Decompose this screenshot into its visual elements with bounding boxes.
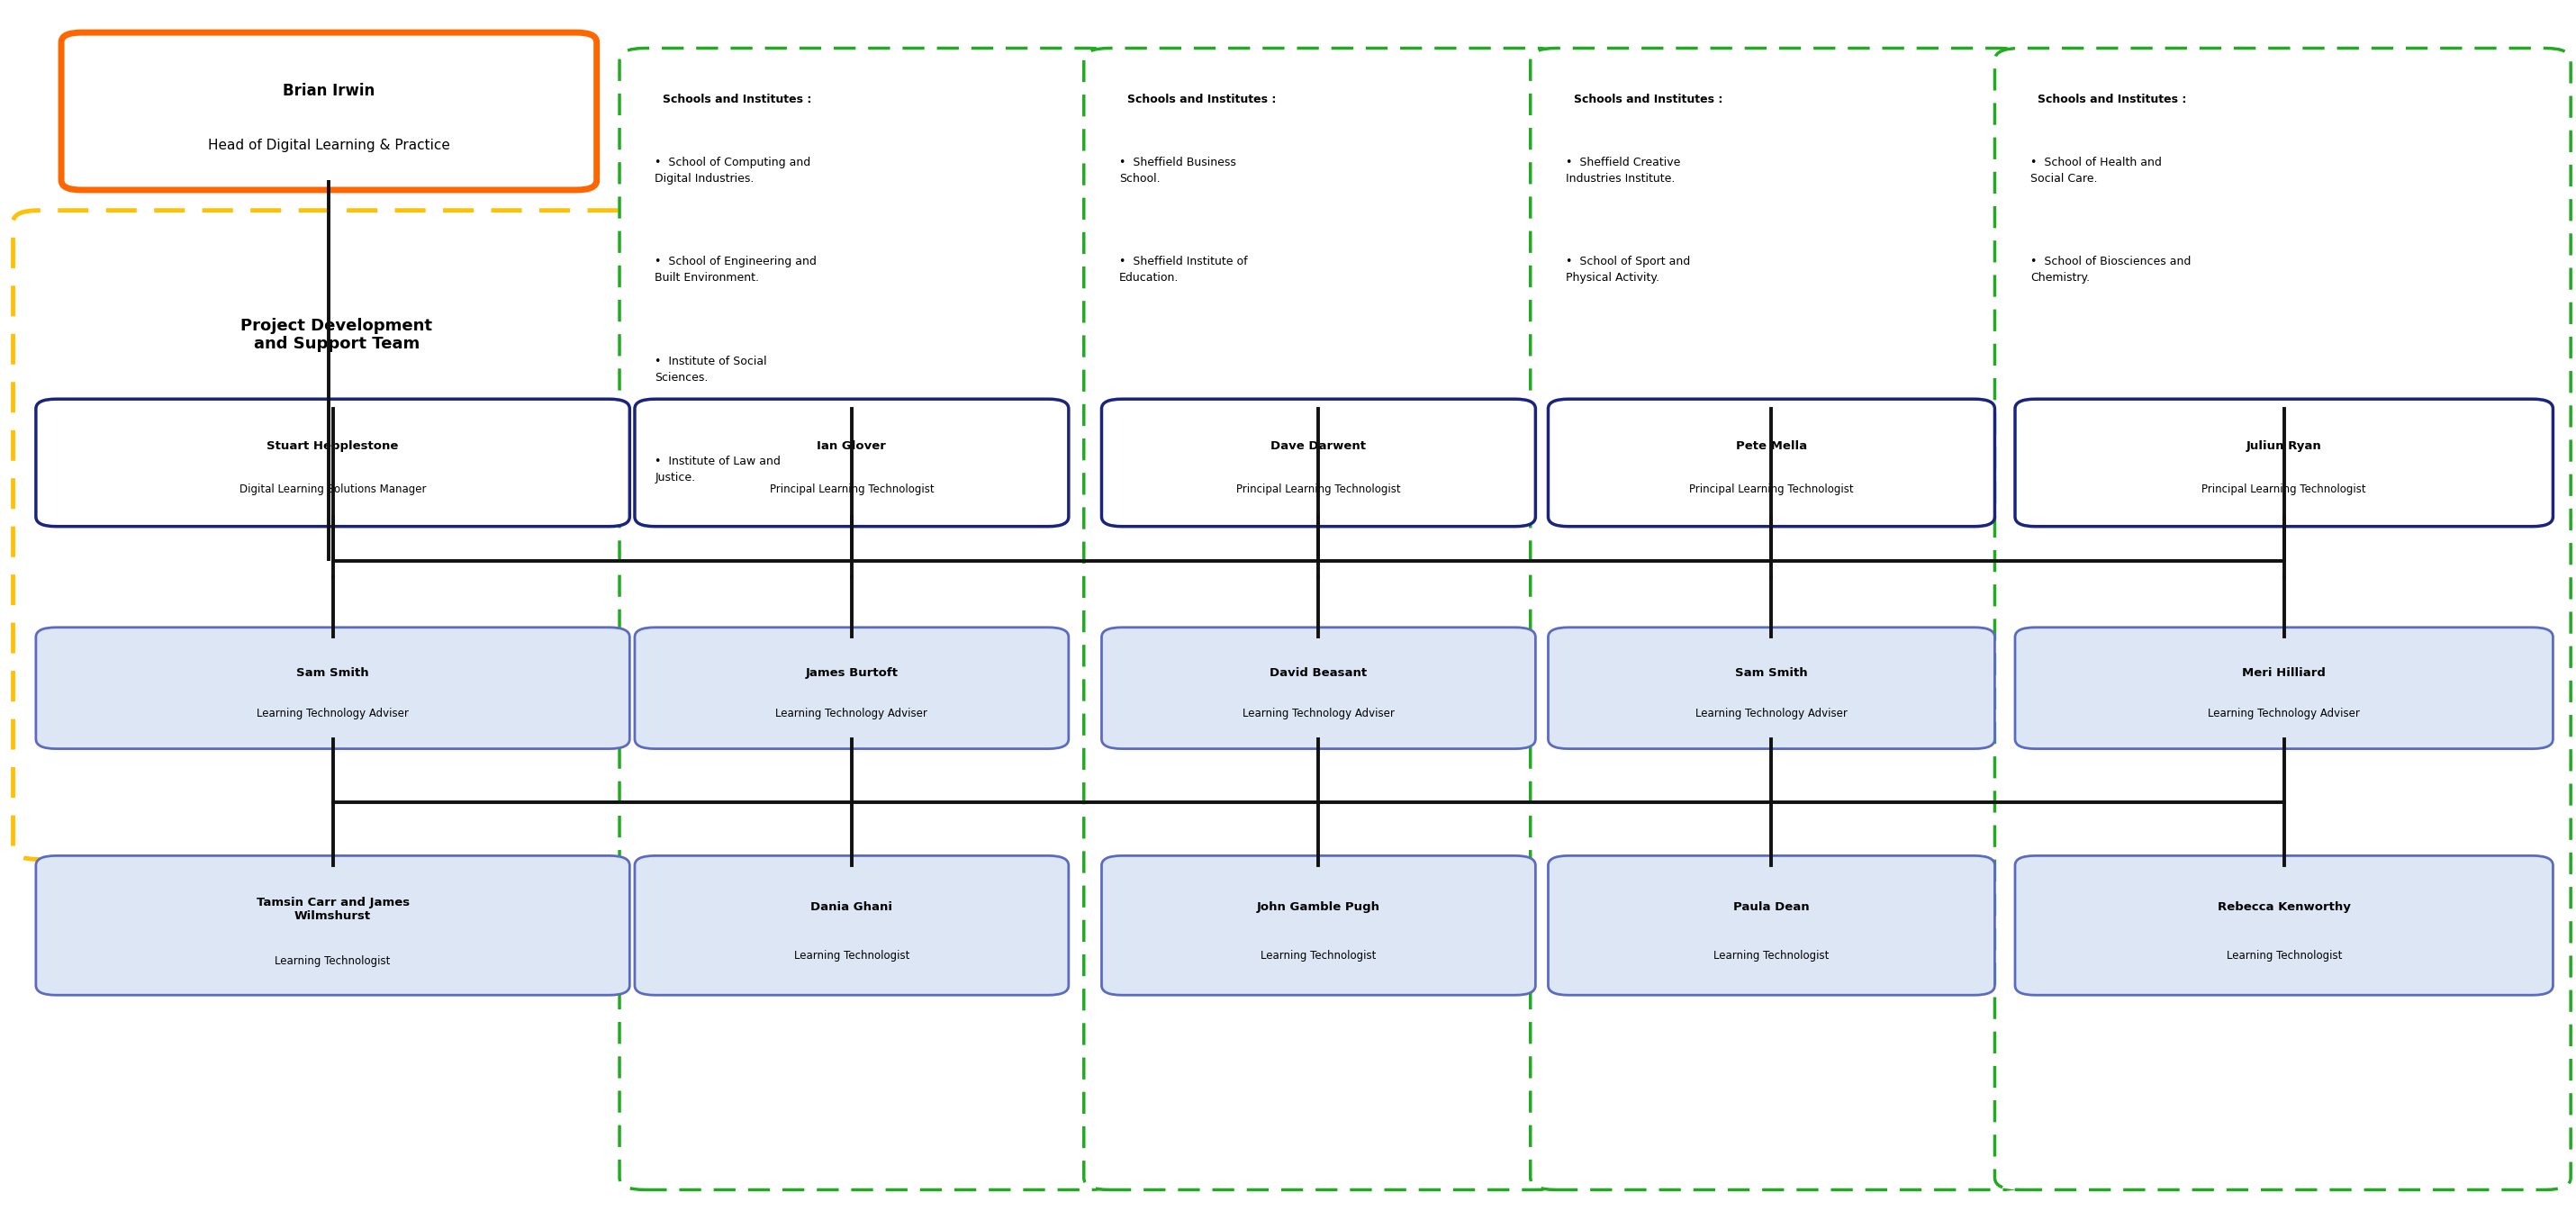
FancyBboxPatch shape <box>1548 627 1994 749</box>
FancyBboxPatch shape <box>13 210 659 859</box>
FancyBboxPatch shape <box>634 627 1069 749</box>
Text: •  Institute of Social
Sciences.: • Institute of Social Sciences. <box>654 356 768 384</box>
Text: Learning Technologist: Learning Technologist <box>1260 949 1376 961</box>
FancyBboxPatch shape <box>1548 399 1994 527</box>
FancyBboxPatch shape <box>36 855 629 996</box>
Text: Paula Dean: Paula Dean <box>1734 902 1808 914</box>
Text: Learning Technology Adviser: Learning Technology Adviser <box>2208 708 2360 720</box>
FancyBboxPatch shape <box>1103 855 1535 996</box>
Text: John Gamble Pugh: John Gamble Pugh <box>1257 902 1381 914</box>
Text: Project Development
and Support Team: Project Development and Support Team <box>240 317 433 353</box>
Text: Stuart Hepplestone: Stuart Hepplestone <box>268 440 399 453</box>
Text: Learning Technologist: Learning Technologist <box>793 949 909 961</box>
FancyBboxPatch shape <box>634 399 1069 527</box>
FancyBboxPatch shape <box>618 48 1115 1190</box>
FancyBboxPatch shape <box>36 627 629 749</box>
FancyBboxPatch shape <box>36 399 629 527</box>
Text: Brian Irwin: Brian Irwin <box>283 83 376 99</box>
Text: Rebecca Kenworthy: Rebecca Kenworthy <box>2218 902 2349 914</box>
Text: •  Institute of Law and
Justice.: • Institute of Law and Justice. <box>654 455 781 483</box>
Text: Tamsin Carr and James
Wilmshurst: Tamsin Carr and James Wilmshurst <box>255 897 410 922</box>
Text: Learning Technology Adviser: Learning Technology Adviser <box>1695 708 1847 720</box>
FancyBboxPatch shape <box>62 33 598 190</box>
Text: Principal Learning Technologist: Principal Learning Technologist <box>2202 484 2367 495</box>
Text: •  Sheffield Business
School.: • Sheffield Business School. <box>1121 156 1236 184</box>
Text: Ian Glover: Ian Glover <box>817 440 886 453</box>
Text: •  School of Health and
Social Care.: • School of Health and Social Care. <box>2030 156 2161 184</box>
FancyBboxPatch shape <box>1548 855 1994 996</box>
FancyBboxPatch shape <box>2014 399 2553 527</box>
Text: James Burtoft: James Burtoft <box>806 667 899 678</box>
Text: •  Sheffield Institute of
Education.: • Sheffield Institute of Education. <box>1121 256 1247 284</box>
FancyBboxPatch shape <box>634 855 1069 996</box>
FancyBboxPatch shape <box>1084 48 1561 1190</box>
Text: Principal Learning Technologist: Principal Learning Technologist <box>770 484 935 495</box>
FancyBboxPatch shape <box>2014 627 2553 749</box>
Text: •  School of Computing and
Digital Industries.: • School of Computing and Digital Indust… <box>654 156 811 184</box>
Text: Learning Technologist: Learning Technologist <box>2226 949 2342 961</box>
Text: David Beasant: David Beasant <box>1270 667 1368 678</box>
Text: Sam Smith: Sam Smith <box>296 667 368 678</box>
Text: Principal Learning Technologist: Principal Learning Technologist <box>1236 484 1401 495</box>
Text: Schools and Institutes :: Schools and Institutes : <box>1574 94 1723 105</box>
Text: Schools and Institutes :: Schools and Institutes : <box>2038 94 2187 105</box>
Text: Learning Technologist: Learning Technologist <box>1713 949 1829 961</box>
Text: •  School of Sport and
Physical Activity.: • School of Sport and Physical Activity. <box>1566 256 1690 284</box>
Text: Juliun Ryan: Juliun Ryan <box>2246 440 2321 453</box>
FancyBboxPatch shape <box>1103 627 1535 749</box>
Text: •  School of Biosciences and
Chemistry.: • School of Biosciences and Chemistry. <box>2030 256 2190 284</box>
Text: •  School of Engineering and
Built Environment.: • School of Engineering and Built Enviro… <box>654 256 817 284</box>
Text: Dave Darwent: Dave Darwent <box>1270 440 1365 453</box>
Text: Schools and Institutes :: Schools and Institutes : <box>662 94 811 105</box>
Text: Learning Technology Adviser: Learning Technology Adviser <box>1242 708 1394 720</box>
Text: Meri Hilliard: Meri Hilliard <box>2241 667 2326 678</box>
Text: Learning Technology Adviser: Learning Technology Adviser <box>775 708 927 720</box>
FancyBboxPatch shape <box>1530 48 2025 1190</box>
FancyBboxPatch shape <box>1103 399 1535 527</box>
Text: Learning Technologist: Learning Technologist <box>276 955 392 967</box>
Text: Head of Digital Learning & Practice: Head of Digital Learning & Practice <box>209 139 451 152</box>
Text: Learning Technology Adviser: Learning Technology Adviser <box>258 708 410 720</box>
Text: Dania Ghani: Dania Ghani <box>811 902 894 914</box>
Text: Sam Smith: Sam Smith <box>1736 667 1808 678</box>
Text: •  Sheffield Creative
Industries Institute.: • Sheffield Creative Industries Institut… <box>1566 156 1680 184</box>
FancyBboxPatch shape <box>2014 855 2553 996</box>
Text: Schools and Institutes :: Schools and Institutes : <box>1126 94 1275 105</box>
Text: Pete Mella: Pete Mella <box>1736 440 1808 453</box>
Text: Digital Learning Solutions Manager: Digital Learning Solutions Manager <box>240 484 425 495</box>
Text: Principal Learning Technologist: Principal Learning Technologist <box>1690 484 1855 495</box>
FancyBboxPatch shape <box>1994 48 2571 1190</box>
